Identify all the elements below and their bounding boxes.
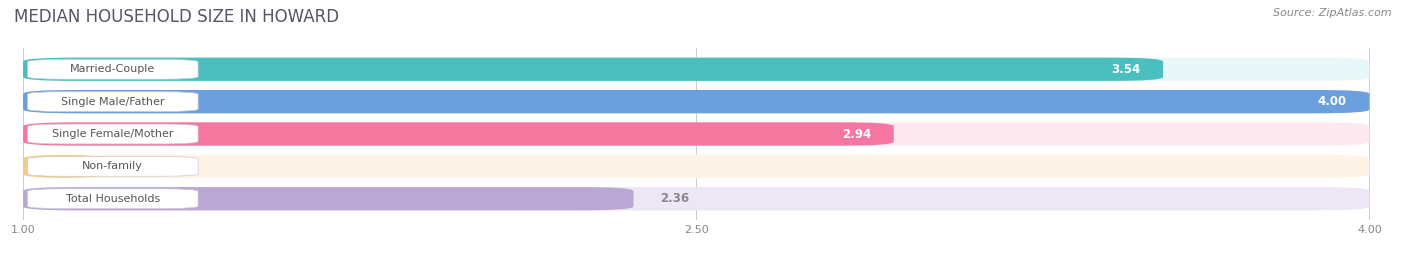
FancyBboxPatch shape bbox=[22, 58, 1369, 81]
FancyBboxPatch shape bbox=[22, 58, 1163, 81]
Text: Single Female/Mother: Single Female/Mother bbox=[52, 129, 173, 139]
Text: Source: ZipAtlas.com: Source: ZipAtlas.com bbox=[1274, 8, 1392, 18]
FancyBboxPatch shape bbox=[22, 122, 1369, 146]
FancyBboxPatch shape bbox=[22, 187, 634, 210]
FancyBboxPatch shape bbox=[28, 59, 198, 79]
FancyBboxPatch shape bbox=[22, 90, 1369, 113]
Text: 3.54: 3.54 bbox=[1111, 63, 1140, 76]
FancyBboxPatch shape bbox=[22, 155, 1369, 178]
Text: 2.94: 2.94 bbox=[842, 128, 872, 140]
FancyBboxPatch shape bbox=[22, 122, 894, 146]
Text: Total Households: Total Households bbox=[66, 194, 160, 204]
Text: 2.36: 2.36 bbox=[661, 192, 689, 205]
Text: Non-family: Non-family bbox=[83, 161, 143, 171]
FancyBboxPatch shape bbox=[28, 157, 198, 176]
FancyBboxPatch shape bbox=[28, 92, 198, 111]
Text: Married-Couple: Married-Couple bbox=[70, 64, 156, 74]
Text: 4.00: 4.00 bbox=[1317, 95, 1347, 108]
FancyBboxPatch shape bbox=[22, 155, 104, 178]
FancyBboxPatch shape bbox=[28, 189, 198, 209]
Text: 1.18: 1.18 bbox=[131, 160, 160, 173]
FancyBboxPatch shape bbox=[22, 187, 1369, 210]
FancyBboxPatch shape bbox=[28, 124, 198, 144]
Text: Single Male/Father: Single Male/Father bbox=[60, 97, 165, 107]
Text: MEDIAN HOUSEHOLD SIZE IN HOWARD: MEDIAN HOUSEHOLD SIZE IN HOWARD bbox=[14, 8, 339, 26]
FancyBboxPatch shape bbox=[22, 90, 1369, 113]
